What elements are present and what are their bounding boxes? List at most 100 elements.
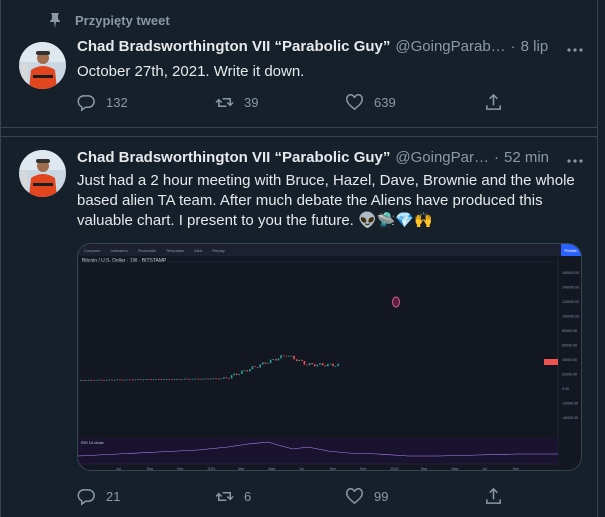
like-count: 639 xyxy=(374,95,396,110)
candles xyxy=(80,355,339,382)
candle xyxy=(121,379,124,381)
toolbar-item: Alert xyxy=(194,247,203,253)
heart-icon xyxy=(346,488,363,505)
candle xyxy=(220,378,222,380)
x-tick-label: Sep xyxy=(513,467,519,471)
candle xyxy=(189,378,191,380)
rsi-pane xyxy=(78,438,558,464)
candle xyxy=(163,379,165,380)
candle xyxy=(108,379,111,381)
like-button[interactable]: 639 xyxy=(345,93,396,112)
x-tick-label: Jul xyxy=(116,467,121,471)
candle xyxy=(134,379,137,381)
candle xyxy=(215,378,217,380)
avatar[interactable] xyxy=(19,150,66,197)
candle xyxy=(316,364,319,367)
candle xyxy=(150,379,152,381)
handle[interactable]: @GoingPar… xyxy=(395,149,489,166)
chart-svg: 160000.00 140000.00 120000.00 100000.00 8000… xyxy=(78,256,579,471)
x-tick-label: Jul xyxy=(299,467,304,471)
candle xyxy=(126,379,129,381)
candle xyxy=(124,379,126,381)
candle xyxy=(217,378,220,380)
like-button[interactable]: 99 xyxy=(345,487,388,506)
candle xyxy=(223,377,225,379)
share-button[interactable] xyxy=(484,93,503,112)
candle xyxy=(178,378,181,380)
x-tick-label: Sep xyxy=(330,467,336,471)
x-tick-label: Mar xyxy=(238,467,245,471)
x-tick-label: May xyxy=(269,467,276,471)
timestamp[interactable]: 52 min xyxy=(503,149,550,166)
candle xyxy=(311,363,313,365)
price-tick-label: 120000.00 xyxy=(562,300,579,304)
candle xyxy=(337,363,339,367)
pin-icon xyxy=(50,13,60,28)
reply-button[interactable]: 132 xyxy=(77,93,128,112)
candle xyxy=(184,378,186,380)
candle xyxy=(321,363,324,366)
divider xyxy=(0,136,598,137)
candle xyxy=(238,373,241,376)
candle xyxy=(93,379,95,381)
tweet-1-text: October 27th, 2021. Write it down. xyxy=(77,63,305,80)
reply-icon xyxy=(77,95,95,112)
candle xyxy=(249,369,251,372)
handle[interactable]: @GoingParab… xyxy=(395,38,506,55)
candle xyxy=(277,358,280,361)
x-axis: Jul Sep Nov 2021 Mar May Jul Sep Nov 2022 Mar May Ju… xyxy=(116,467,519,471)
more-options-icon[interactable] xyxy=(566,41,584,59)
candle xyxy=(332,363,334,367)
timestamp[interactable]: 8 lip xyxy=(520,38,549,55)
retweet-button[interactable]: 39 xyxy=(215,93,258,112)
avatar[interactable] xyxy=(19,42,66,89)
pinned-label: Przypięty tweet xyxy=(75,12,170,28)
candle xyxy=(204,378,207,380)
candle xyxy=(194,378,196,380)
display-name[interactable]: Chad Bradsworthington VII “Parabolic Guy… xyxy=(77,149,391,166)
publish-badge: Publish xyxy=(561,244,581,256)
candle xyxy=(158,379,160,380)
share-icon xyxy=(486,487,501,504)
reply-count: 21 xyxy=(106,489,121,504)
candle xyxy=(329,363,332,365)
candle xyxy=(241,370,243,374)
candle xyxy=(145,379,147,380)
scrollbar[interactable] xyxy=(600,0,605,517)
tweet-1-header: Chad Bradsworthington VII “Parabolic Guy… xyxy=(77,38,548,55)
candle xyxy=(228,378,230,380)
divider xyxy=(0,127,598,128)
candle xyxy=(119,379,121,381)
retweet-icon xyxy=(215,491,234,502)
last-price-tag xyxy=(544,359,558,365)
share-button[interactable] xyxy=(484,487,503,506)
x-tick-label: 2022 xyxy=(391,467,399,471)
candle xyxy=(293,355,295,360)
retweet-icon xyxy=(215,97,234,108)
candle xyxy=(176,378,178,380)
candle xyxy=(259,364,261,368)
reply-count: 132 xyxy=(106,95,128,110)
more-options-icon[interactable] xyxy=(566,152,584,170)
separator: · xyxy=(510,38,516,55)
price-tick-label: 0.00 xyxy=(562,387,569,391)
reply-button[interactable]: 21 xyxy=(77,487,120,506)
candle xyxy=(334,366,337,367)
tweet-2-text: Just had a 2 hour meeting with Bruce, Ha… xyxy=(77,172,575,229)
candle xyxy=(254,366,256,368)
display-name[interactable]: Chad Bradsworthington VII “Parabolic Guy… xyxy=(77,38,391,55)
candle xyxy=(80,379,82,381)
candle xyxy=(230,375,233,379)
candle xyxy=(90,379,92,381)
avatar-image xyxy=(19,150,66,197)
retweet-button[interactable]: 6 xyxy=(215,487,251,506)
retweet-count: 39 xyxy=(244,95,259,110)
candle xyxy=(290,355,293,357)
price-tick-label: 60000.00 xyxy=(562,344,577,348)
candle xyxy=(87,379,90,381)
share-icon xyxy=(486,93,501,110)
price-tick-label: 40000.00 xyxy=(562,358,577,362)
chart-image[interactable]: Compare Indicators Financials Templates … xyxy=(77,243,582,471)
toolbar-item: Templates xyxy=(165,247,185,253)
price-tick-label: -20000.00 xyxy=(562,402,578,406)
